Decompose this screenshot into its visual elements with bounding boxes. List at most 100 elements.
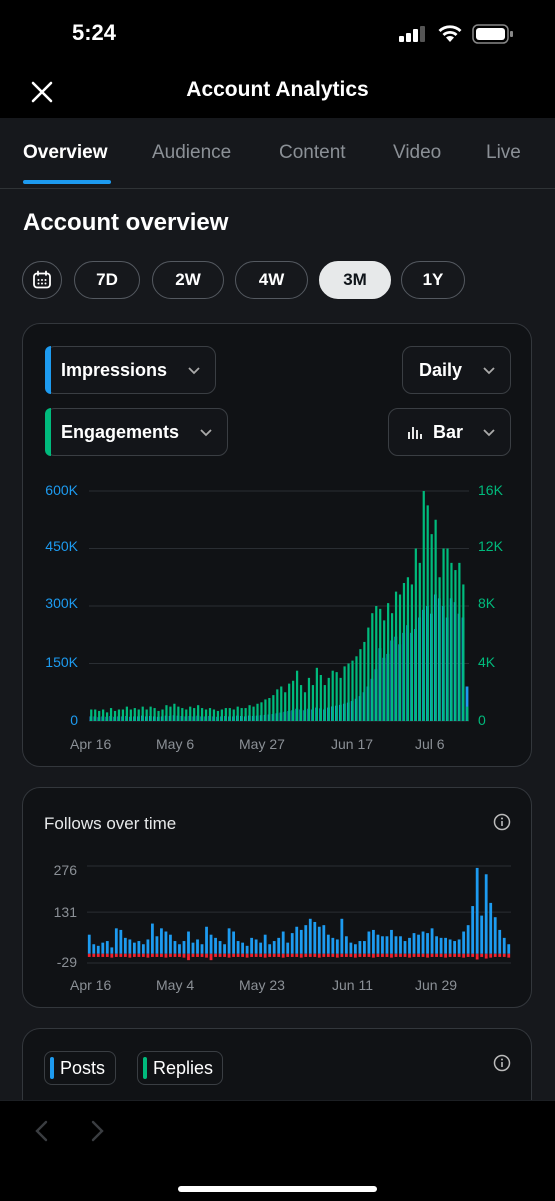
- engagements-bar: [335, 672, 338, 721]
- close-icon[interactable]: [28, 78, 56, 106]
- engagements-bar: [133, 708, 136, 721]
- unfollows-bar: [268, 953, 272, 957]
- follows-bar: [200, 944, 204, 954]
- info-icon[interactable]: [493, 1054, 511, 1072]
- info-icon[interactable]: [493, 813, 511, 831]
- metric2-color-bar: [45, 408, 51, 456]
- tab-overview[interactable]: Overview: [23, 142, 108, 163]
- engagements-bar: [295, 670, 299, 721]
- follows-bar: [502, 937, 506, 954]
- follows-bar: [340, 918, 344, 954]
- engagements-bar: [280, 686, 283, 721]
- active-tab-indicator: [23, 180, 111, 184]
- follows-bar: [281, 931, 285, 954]
- engagements-bar: [145, 709, 148, 721]
- follows-bar: [507, 944, 511, 954]
- x-tick: Apr 16: [70, 977, 112, 993]
- engagements-bar: [347, 663, 350, 721]
- engagements-bar: [161, 709, 164, 721]
- engagements-bar: [442, 548, 445, 721]
- follows-bar: [448, 939, 452, 954]
- engagements-bar: [169, 706, 172, 721]
- interval-dropdown[interactable]: Daily: [402, 346, 511, 394]
- y-right-tick: 4K: [478, 654, 496, 670]
- legend-replies[interactable]: Replies: [137, 1051, 223, 1085]
- follows-bar: [322, 925, 326, 954]
- engagements-bar: [323, 685, 326, 721]
- engagements-bar: [264, 699, 267, 721]
- unfollows-bar: [295, 953, 299, 957]
- engagements-bar: [446, 548, 449, 721]
- range-3m[interactable]: 3M: [319, 261, 391, 299]
- metric1-dropdown[interactable]: Impressions: [45, 346, 216, 394]
- unfollows-bar: [376, 953, 380, 957]
- unfollows-bar: [105, 953, 109, 957]
- engagements-bar: [240, 708, 243, 721]
- engagements-bar: [406, 577, 410, 721]
- follows-bar: [471, 906, 475, 954]
- engagements-bar: [220, 709, 223, 721]
- range-7d[interactable]: 7D: [74, 261, 140, 299]
- engagements-bar: [319, 675, 322, 721]
- unfollows-bar: [435, 953, 438, 957]
- unfollows-bar: [480, 953, 484, 957]
- unfollows-bar: [372, 953, 375, 958]
- unfollows-bar: [254, 953, 258, 957]
- chart-type-dropdown[interactable]: Bar: [388, 408, 511, 456]
- engagements-bar: [422, 491, 425, 721]
- follows-bar: [475, 867, 479, 954]
- engagements-bar: [363, 641, 366, 721]
- unfollows-bar: [286, 953, 290, 957]
- engagements-bar: [371, 613, 374, 721]
- calendar-icon: [33, 270, 51, 289]
- tab-audience[interactable]: Audience: [152, 142, 232, 163]
- unfollows-bar: [313, 953, 317, 957]
- unfollows-bar: [123, 953, 127, 957]
- unfollows-bar: [331, 953, 335, 957]
- calendar-button[interactable]: [22, 261, 62, 299]
- tab-content[interactable]: Content: [279, 142, 346, 163]
- range-4w[interactable]: 4W: [235, 261, 308, 299]
- tab-live[interactable]: Live: [486, 142, 521, 163]
- follows-bar: [137, 941, 141, 954]
- engagements-bar: [248, 705, 251, 721]
- follows-bar: [390, 929, 393, 954]
- follows-bar: [218, 941, 222, 954]
- follows-bar: [191, 942, 195, 954]
- follows-bar: [141, 944, 145, 954]
- unfollows-bar: [358, 953, 362, 957]
- back-arrow-icon[interactable]: [32, 1119, 52, 1143]
- x-tick: Jun 29: [415, 977, 458, 993]
- unfollows-bar: [160, 953, 163, 957]
- follows-bar: [498, 929, 502, 954]
- app-header: Account Analytics: [0, 66, 555, 118]
- unfollows-bar: [263, 953, 267, 958]
- engagements-bar: [414, 548, 417, 721]
- unfollows-bar: [223, 953, 226, 957]
- follows-bar: [399, 936, 402, 954]
- unfollows-bar: [453, 953, 457, 957]
- section-title: Account overview: [23, 209, 229, 236]
- unfollows-bar: [390, 953, 393, 958]
- unfollows-bar: [426, 953, 429, 958]
- follows-bar: [254, 939, 258, 954]
- metric2-dropdown[interactable]: Engagements: [45, 408, 228, 456]
- range-1y[interactable]: 1Y: [401, 261, 465, 299]
- follows-bar: [169, 934, 172, 954]
- unfollows-bar: [466, 953, 470, 957]
- wifi-icon: [438, 25, 462, 42]
- follows-bar: [439, 937, 443, 954]
- unfollows-bar: [471, 953, 475, 957]
- unfollows-bar: [444, 953, 447, 958]
- battery-icon: [472, 24, 513, 44]
- unfollows-bar: [290, 953, 294, 957]
- follows-bar: [160, 928, 163, 954]
- range-2w[interactable]: 2W: [152, 261, 224, 299]
- legend-posts[interactable]: Posts: [44, 1051, 116, 1085]
- engagements-bar: [343, 666, 346, 721]
- forward-arrow-icon[interactable]: [87, 1119, 107, 1143]
- engagements-bar: [299, 685, 303, 721]
- unfollows-bar: [164, 953, 168, 958]
- engagements-bar: [268, 698, 271, 721]
- tab-video[interactable]: Video: [393, 142, 442, 163]
